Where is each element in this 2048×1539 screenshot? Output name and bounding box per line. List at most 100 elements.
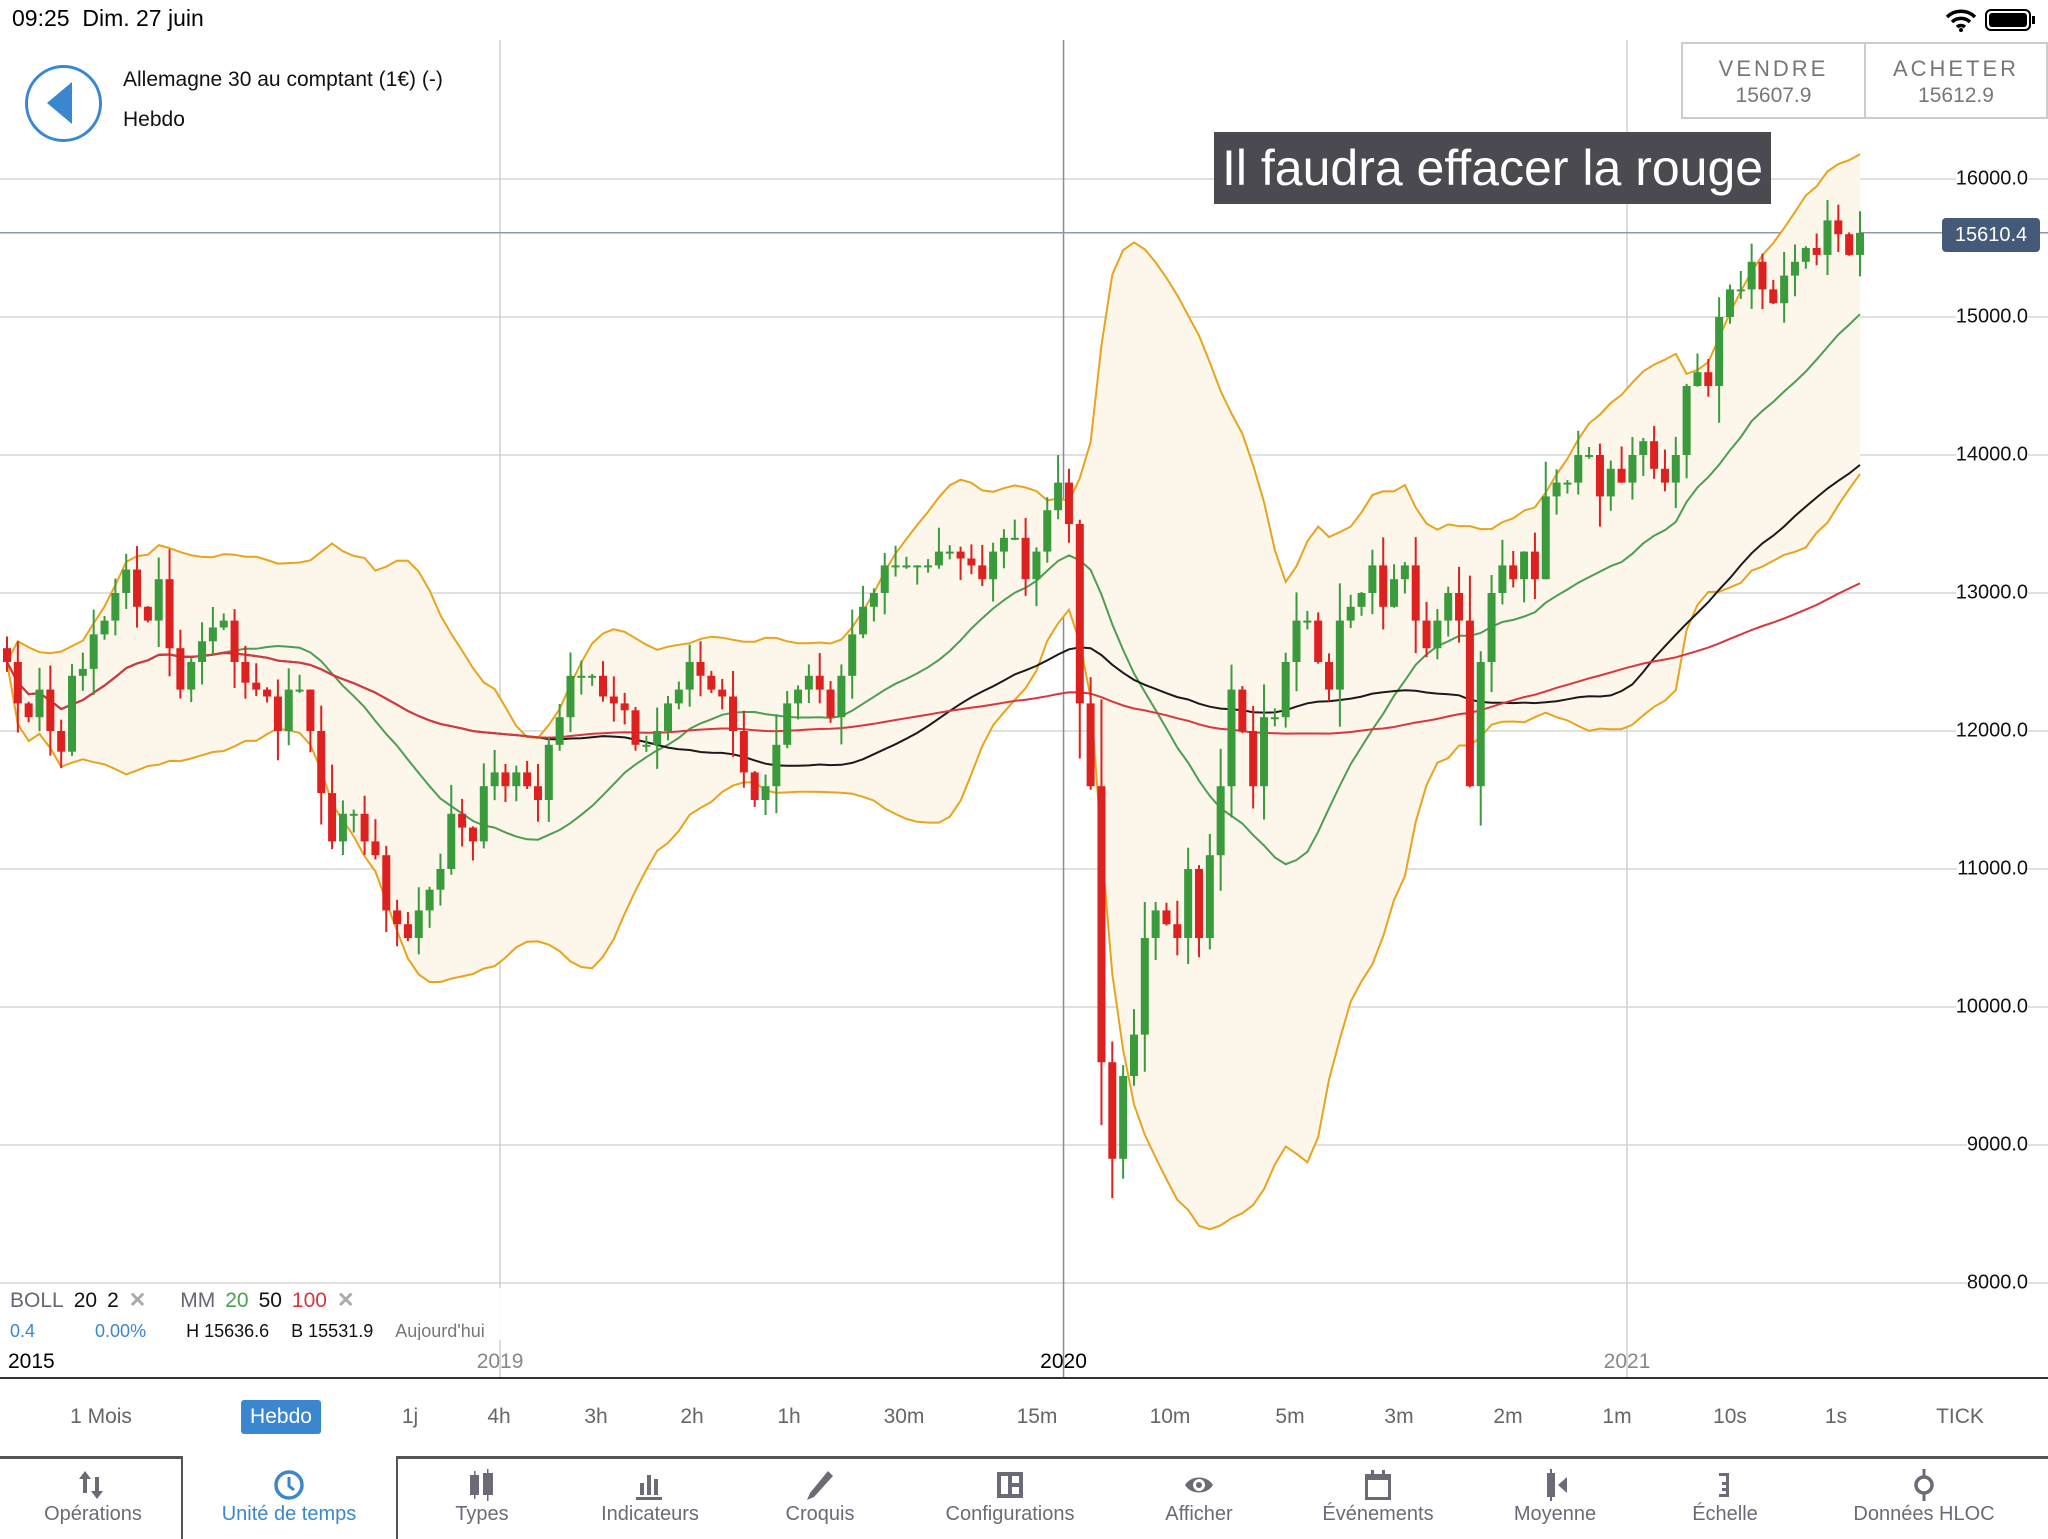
candle-body (403, 924, 412, 938)
timeframe-hebdo[interactable]: Hebdo (241, 1400, 321, 1434)
candle-body (306, 689, 315, 731)
candle-body (1335, 620, 1344, 690)
candle-body (1455, 593, 1464, 621)
candle-body (772, 744, 781, 787)
candle (967, 544, 976, 575)
back-button[interactable] (25, 65, 102, 142)
toolbar-sketch-button[interactable]: Croquis (740, 1459, 900, 1526)
candle-body (609, 696, 618, 704)
buy-button[interactable]: ACHETER 15612.9 (1864, 42, 2048, 119)
candle (78, 652, 87, 691)
toolbar-scale-button[interactable]: Échelle (1645, 1459, 1805, 1526)
candle-body (100, 620, 109, 635)
toolbar-configurations-button[interactable]: Configurations (930, 1459, 1090, 1526)
timeframe-2h[interactable]: 2h (680, 1405, 704, 1428)
candle (1834, 204, 1843, 253)
candle-body (859, 606, 868, 635)
candle (1357, 591, 1366, 616)
battery-icon (1985, 9, 2035, 31)
candle (1736, 270, 1745, 299)
candle (1639, 437, 1648, 476)
timeframe-3h[interactable]: 3h (584, 1405, 608, 1428)
candle (533, 763, 542, 822)
timeframe-1s[interactable]: 1s (1824, 1405, 1848, 1428)
y-tick-label: 15000.0 (1955, 305, 2028, 329)
timeframe-10s[interactable]: 10s (1713, 1405, 1747, 1428)
candle-body (3, 648, 11, 662)
remove-mm-icon[interactable]: ✕ (336, 1289, 355, 1312)
toolbar-operations-button[interactable]: Opérations (13, 1459, 173, 1526)
toolbar-label: Données HLOC (1853, 1503, 1995, 1525)
candle-body (317, 731, 326, 794)
timeframe-3m[interactable]: 3m (1384, 1405, 1414, 1428)
timeframe-1j[interactable]: 1j (401, 1405, 419, 1428)
timeframe-1-mois[interactable]: 1 Mois (70, 1405, 132, 1428)
timeframe-tick[interactable]: TICK (1936, 1405, 1984, 1428)
timeframe-15m[interactable]: 15m (1016, 1405, 1058, 1428)
candle (815, 653, 824, 704)
timeframe-1h[interactable]: 1h (777, 1405, 801, 1428)
timeframe-10m[interactable]: 10m (1149, 1405, 1191, 1428)
candle (468, 826, 477, 861)
candle (89, 609, 98, 695)
candle-body (338, 813, 347, 842)
timeframe-30m[interactable]: 30m (883, 1405, 925, 1428)
timeframe-5m[interactable]: 5m (1275, 1405, 1305, 1428)
candle (338, 800, 347, 856)
candle (1758, 253, 1767, 310)
candle (869, 588, 878, 622)
toolbar-hloc-data-button[interactable]: Données HLOC (1844, 1459, 2004, 1526)
candle-body (1227, 689, 1236, 787)
candle-body (924, 565, 933, 568)
candle-body (1563, 482, 1572, 485)
candle (349, 809, 358, 833)
text-annotation[interactable]: Il faudra effacer la rouge (1214, 132, 1772, 204)
candle-body (1812, 248, 1821, 255)
candlestick-chart[interactable] (0, 40, 2048, 1380)
candle-body (46, 689, 55, 731)
candle-body (1769, 289, 1778, 304)
candle-body (739, 731, 748, 773)
candle-body (1411, 565, 1420, 621)
candle (1520, 551, 1529, 603)
candle-body (1379, 565, 1388, 607)
candle (989, 542, 998, 602)
candle (230, 609, 239, 688)
candle-body (1671, 455, 1680, 483)
candle-body (1216, 786, 1225, 856)
remove-boll-icon[interactable]: ✕ (128, 1289, 147, 1312)
toolbar-types-button[interactable]: Types (402, 1459, 562, 1526)
candle (924, 559, 933, 573)
candlestick-icon (470, 1469, 493, 1501)
toolbar-label: Types (455, 1503, 509, 1525)
candle (1693, 353, 1702, 387)
candle (1747, 243, 1756, 309)
eye-icon (1185, 1477, 1213, 1493)
timeframe-2m[interactable]: 2m (1493, 1405, 1523, 1428)
candle-body (1325, 662, 1334, 690)
mm-label[interactable]: MM (180, 1289, 216, 1312)
toolbar-events-button[interactable]: Événements (1298, 1459, 1458, 1526)
candle-body (1541, 496, 1550, 580)
timeframe-1m[interactable]: 1m (1602, 1405, 1632, 1428)
toolbar-indicators-button[interactable]: Indicateurs (570, 1459, 730, 1526)
candle (1010, 519, 1019, 541)
toolbar-average-button[interactable]: Moyenne (1475, 1459, 1635, 1526)
boll-label[interactable]: BOLL (10, 1289, 64, 1312)
candle-body (273, 696, 282, 731)
sell-button[interactable]: VENDRE 15607.9 (1681, 42, 1866, 119)
timeframe-4h[interactable]: 4h (487, 1405, 511, 1428)
candle-body (1747, 261, 1756, 290)
candle-body (490, 772, 499, 787)
candle (1119, 1065, 1128, 1179)
candle-body (1552, 482, 1561, 497)
candle-body (1249, 731, 1258, 787)
candle (1487, 574, 1496, 692)
candle-body (252, 682, 261, 690)
candle-body (1715, 317, 1724, 386)
candle-body (1509, 565, 1518, 580)
toolbar-display-button[interactable]: Afficher (1119, 1459, 1279, 1526)
toolbar-timeframe-button[interactable]: Unité de temps (209, 1459, 369, 1526)
candle (1780, 252, 1789, 323)
mm-50: 50 (258, 1289, 282, 1312)
